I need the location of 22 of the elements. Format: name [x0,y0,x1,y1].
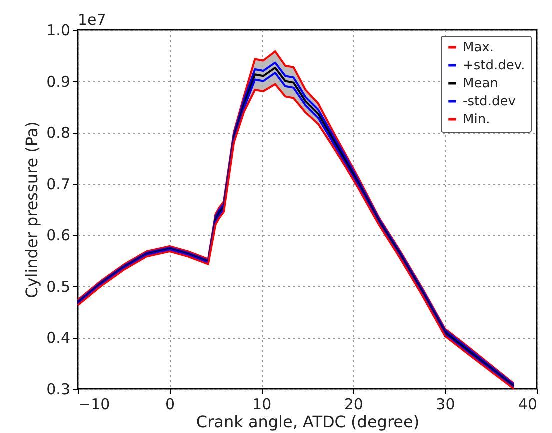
legend-label: -std.dev [463,94,516,110]
y-tick-label: 1.0 [46,22,70,40]
y-tick-label: 0.9 [46,72,70,91]
x-tick-label: 0 [166,396,176,414]
y-tick-label: 0.6 [46,226,70,245]
y-tick-label: 0.5 [46,278,70,296]
legend-label: Mean [463,76,498,92]
y-tick-label: 0.8 [46,124,70,142]
legend-label: +std.dev. [463,58,526,74]
x-axis-title: Crank angle, ATDC (degree) [196,412,420,432]
y-tick-label: 0.3 [46,380,70,398]
x-tick-label: 10 [252,396,272,414]
x-tick-label: 40 [518,396,538,414]
y-tick-label: 0.4 [46,329,70,348]
x-tick-label: −10 [78,396,110,414]
y-axis-title: Cylinder pressure (Pa) [22,122,42,298]
x-tick-label: 20 [344,396,364,414]
x-tick-label: 30 [436,396,456,414]
text: 1e7 [78,11,106,29]
legend-label: Max. [463,40,494,56]
y-tick-label: 0.7 [46,175,70,194]
legend-label: Min. [463,112,490,128]
